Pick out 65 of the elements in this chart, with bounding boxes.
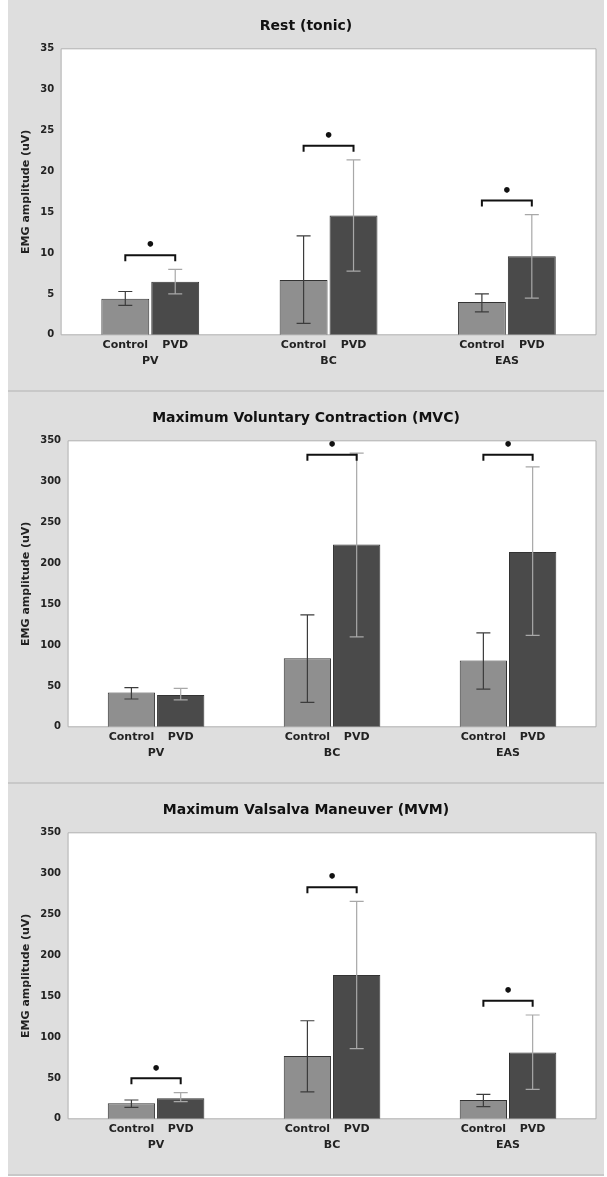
- series-label: Control: [108, 1122, 155, 1136]
- y-tick-label: 0: [54, 720, 62, 732]
- text: PVD: [518, 338, 545, 352]
- text: PVD: [343, 730, 370, 744]
- y-tick-label: 350: [40, 434, 62, 446]
- annotation: •: [145, 235, 156, 255]
- chart-title: Rest (tonic): [259, 17, 353, 34]
- y-tick-label: 250: [40, 908, 62, 920]
- x-tick-label: PV: [147, 746, 165, 760]
- y-tick-label: 20: [40, 164, 55, 176]
- series-label: Control: [108, 730, 155, 744]
- text: PVD: [340, 338, 367, 352]
- y-tick-label: 200: [40, 948, 62, 960]
- chart-title: Maximum Valsalva Maneuver (MVM): [162, 801, 450, 818]
- annotation: •: [150, 1058, 162, 1078]
- y-tick-label: 0: [47, 328, 55, 340]
- text: Control: [284, 730, 331, 744]
- y-tick-label: 15: [40, 205, 55, 217]
- y-tick-label: 100: [40, 1030, 62, 1042]
- text: Control: [460, 730, 507, 744]
- y-tick-label: 100: [40, 638, 62, 650]
- y-tick-label: 300: [40, 867, 62, 879]
- series-label: PVD: [162, 338, 189, 352]
- x-tick-label: EAS: [496, 1138, 521, 1152]
- y-tick-label: 50: [47, 1071, 62, 1083]
- text: Control: [284, 1122, 331, 1136]
- annotation: •: [323, 125, 334, 145]
- y-tick-label: 150: [40, 989, 62, 1001]
- y-axis-title: EMG amplitude (uV): [19, 129, 33, 254]
- x-tick-label: BC: [323, 746, 341, 760]
- x-tick-label: EAS: [496, 746, 521, 760]
- series-label: PVD: [167, 1122, 194, 1136]
- annotation: •: [502, 980, 514, 1000]
- series-label: PVD: [167, 730, 194, 744]
- y-tick-label: 200: [40, 556, 62, 568]
- text: Control: [460, 1122, 507, 1136]
- y-tick-label: 25: [40, 124, 55, 136]
- y-tick-label: 5: [47, 287, 55, 299]
- x-tick-label: PV: [141, 354, 160, 368]
- text: Control: [280, 338, 327, 352]
- x-tick-label: BC: [323, 1138, 341, 1152]
- chart-title: Maximum Voluntary Contraction (MVC): [152, 409, 460, 426]
- annotation: •: [326, 867, 338, 887]
- y-tick-label: 350: [40, 826, 62, 838]
- y-tick-label: 0: [54, 1112, 62, 1124]
- series-label: Control: [102, 338, 149, 352]
- x-tick-label: BC: [320, 354, 337, 368]
- y-axis-title: EMG amplitude (uV): [19, 521, 33, 646]
- text: PVD: [519, 730, 546, 744]
- y-tick-label: 10: [40, 246, 55, 258]
- y-tick-label: 50: [47, 679, 62, 691]
- annotation: •: [326, 434, 338, 454]
- annotation: •: [501, 180, 512, 200]
- text: PVD: [343, 1122, 370, 1136]
- y-tick-label: 300: [40, 475, 62, 487]
- annotation: •: [502, 434, 514, 454]
- text: PVD: [519, 1122, 546, 1136]
- y-axis-title: EMG amplitude (uV): [19, 913, 33, 1038]
- x-tick-label: PV: [147, 1138, 165, 1152]
- y-tick-label: 30: [40, 83, 55, 95]
- y-tick-label: 35: [40, 42, 55, 54]
- text: Control: [459, 338, 505, 352]
- y-tick-label: 150: [40, 597, 62, 609]
- y-tick-label: 250: [40, 516, 62, 528]
- x-tick-label: EAS: [494, 354, 519, 368]
